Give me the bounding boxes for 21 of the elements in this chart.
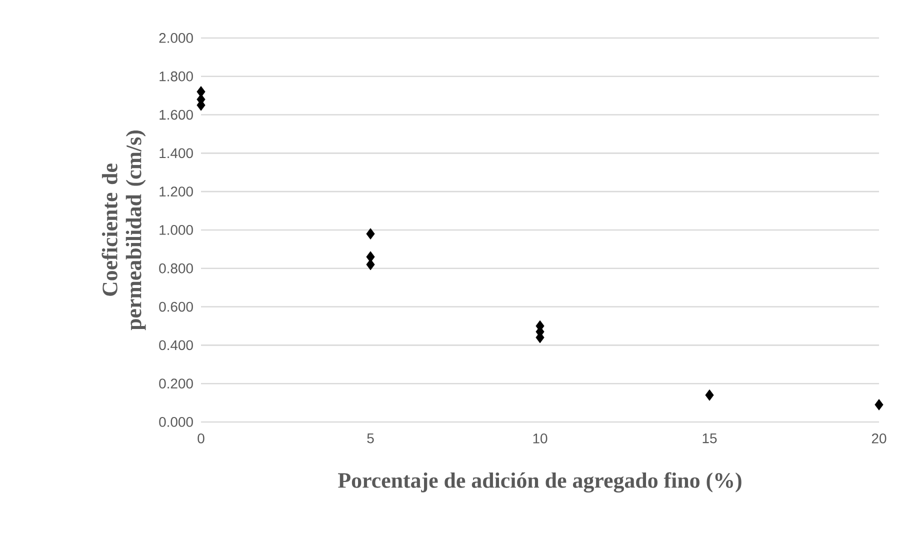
y-tick-label: 2.000 — [159, 33, 193, 43]
y-tick-label: 0.800 — [159, 263, 193, 274]
y-tick-label: 1.200 — [160, 186, 193, 197]
x-tick-label: 0 — [198, 433, 204, 444]
x-tick-label: 10 — [533, 433, 548, 444]
y-tick-label: 0.200 — [159, 378, 193, 389]
y-tick-label: 1.800 — [160, 71, 193, 82]
y-tick-label: 0.000 — [159, 417, 193, 427]
y-tick-label: 1.400 — [160, 148, 193, 158]
x-axis-title: Porcentaje de adición de agregado fino (%) — [338, 472, 742, 492]
y-tick-label: 1.600 — [160, 110, 193, 120]
x-tick-label: 20 — [872, 433, 886, 444]
x-tick-label: 5 — [367, 434, 374, 444]
x-tick-label: 15 — [702, 434, 717, 444]
point — [874, 399, 884, 410]
y-tick-label: 0.400 — [159, 340, 193, 350]
y-tick-label: 0.600 — [159, 302, 193, 312]
point — [366, 228, 375, 240]
y-tick-label: 1.000 — [160, 225, 193, 235]
point — [705, 389, 714, 401]
y-axis-title: Coeficiente de permeabilidad (cm/s) — [102, 130, 146, 330]
